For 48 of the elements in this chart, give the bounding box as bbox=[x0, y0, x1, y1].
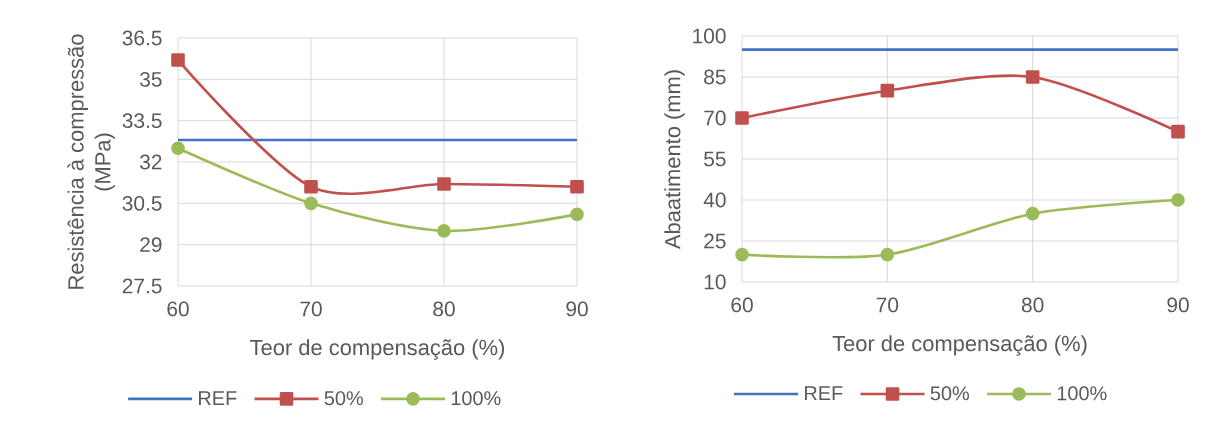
legend-label: 50% bbox=[324, 391, 363, 406]
point bbox=[1025, 70, 1040, 84]
point bbox=[1171, 193, 1185, 207]
y-tick-label: 10 bbox=[704, 274, 726, 290]
point bbox=[735, 111, 749, 125]
y-tick-label: 70 bbox=[704, 110, 726, 126]
x-tick-label: 70 bbox=[300, 301, 322, 317]
point bbox=[570, 180, 584, 194]
legend-label: 100% bbox=[451, 391, 501, 406]
legend-label: REF bbox=[199, 391, 237, 405]
y-tick-label: 29 bbox=[140, 237, 162, 253]
legend-label: 100% bbox=[1057, 386, 1107, 401]
y-tick-label: 35 bbox=[140, 71, 162, 87]
y-tick-label: 55 bbox=[704, 151, 726, 167]
y-axis-title: Abaatimento (mm) bbox=[664, 70, 685, 250]
point bbox=[171, 53, 185, 67]
y-tick-label: 30.5 bbox=[122, 195, 162, 211]
point bbox=[1171, 124, 1185, 139]
y-tick-label: 85 bbox=[704, 69, 726, 85]
point bbox=[437, 224, 451, 238]
y-tick-label: 36.5 bbox=[122, 30, 162, 46]
legend-label: REF bbox=[805, 386, 843, 401]
x-tick-label: 70 bbox=[876, 297, 899, 313]
point bbox=[1025, 206, 1040, 221]
x-axis-title: Teor de compensação (%) bbox=[250, 339, 504, 360]
y-tick-label: 32 bbox=[140, 154, 162, 170]
y-axis-title: Resistência à compressão (MPa) bbox=[67, 34, 115, 289]
y-tick-label: 100 bbox=[693, 28, 726, 44]
y-tick-label: 33.5 bbox=[122, 113, 162, 129]
y-tick-label: 27.5 bbox=[122, 278, 162, 294]
point bbox=[570, 207, 584, 222]
y-tick-label: 25 bbox=[704, 233, 726, 249]
x-axis-title: Teor de compensação (%) bbox=[832, 335, 1087, 356]
point bbox=[880, 83, 895, 98]
x-tick-label: 60 bbox=[167, 301, 189, 317]
x-tick-label: 90 bbox=[566, 301, 588, 317]
point bbox=[880, 247, 895, 262]
legend-label: 50% bbox=[930, 386, 969, 401]
point bbox=[437, 177, 451, 191]
x-tick-label: 60 bbox=[731, 297, 753, 313]
x-tick-label: 80 bbox=[1021, 297, 1044, 313]
point bbox=[304, 180, 318, 194]
y-tick-label: 40 bbox=[703, 192, 726, 208]
point bbox=[304, 196, 318, 211]
point bbox=[171, 141, 185, 156]
x-tick-label: 90 bbox=[1167, 297, 1189, 313]
point bbox=[735, 247, 749, 262]
x-tick-label: 80 bbox=[433, 301, 455, 317]
